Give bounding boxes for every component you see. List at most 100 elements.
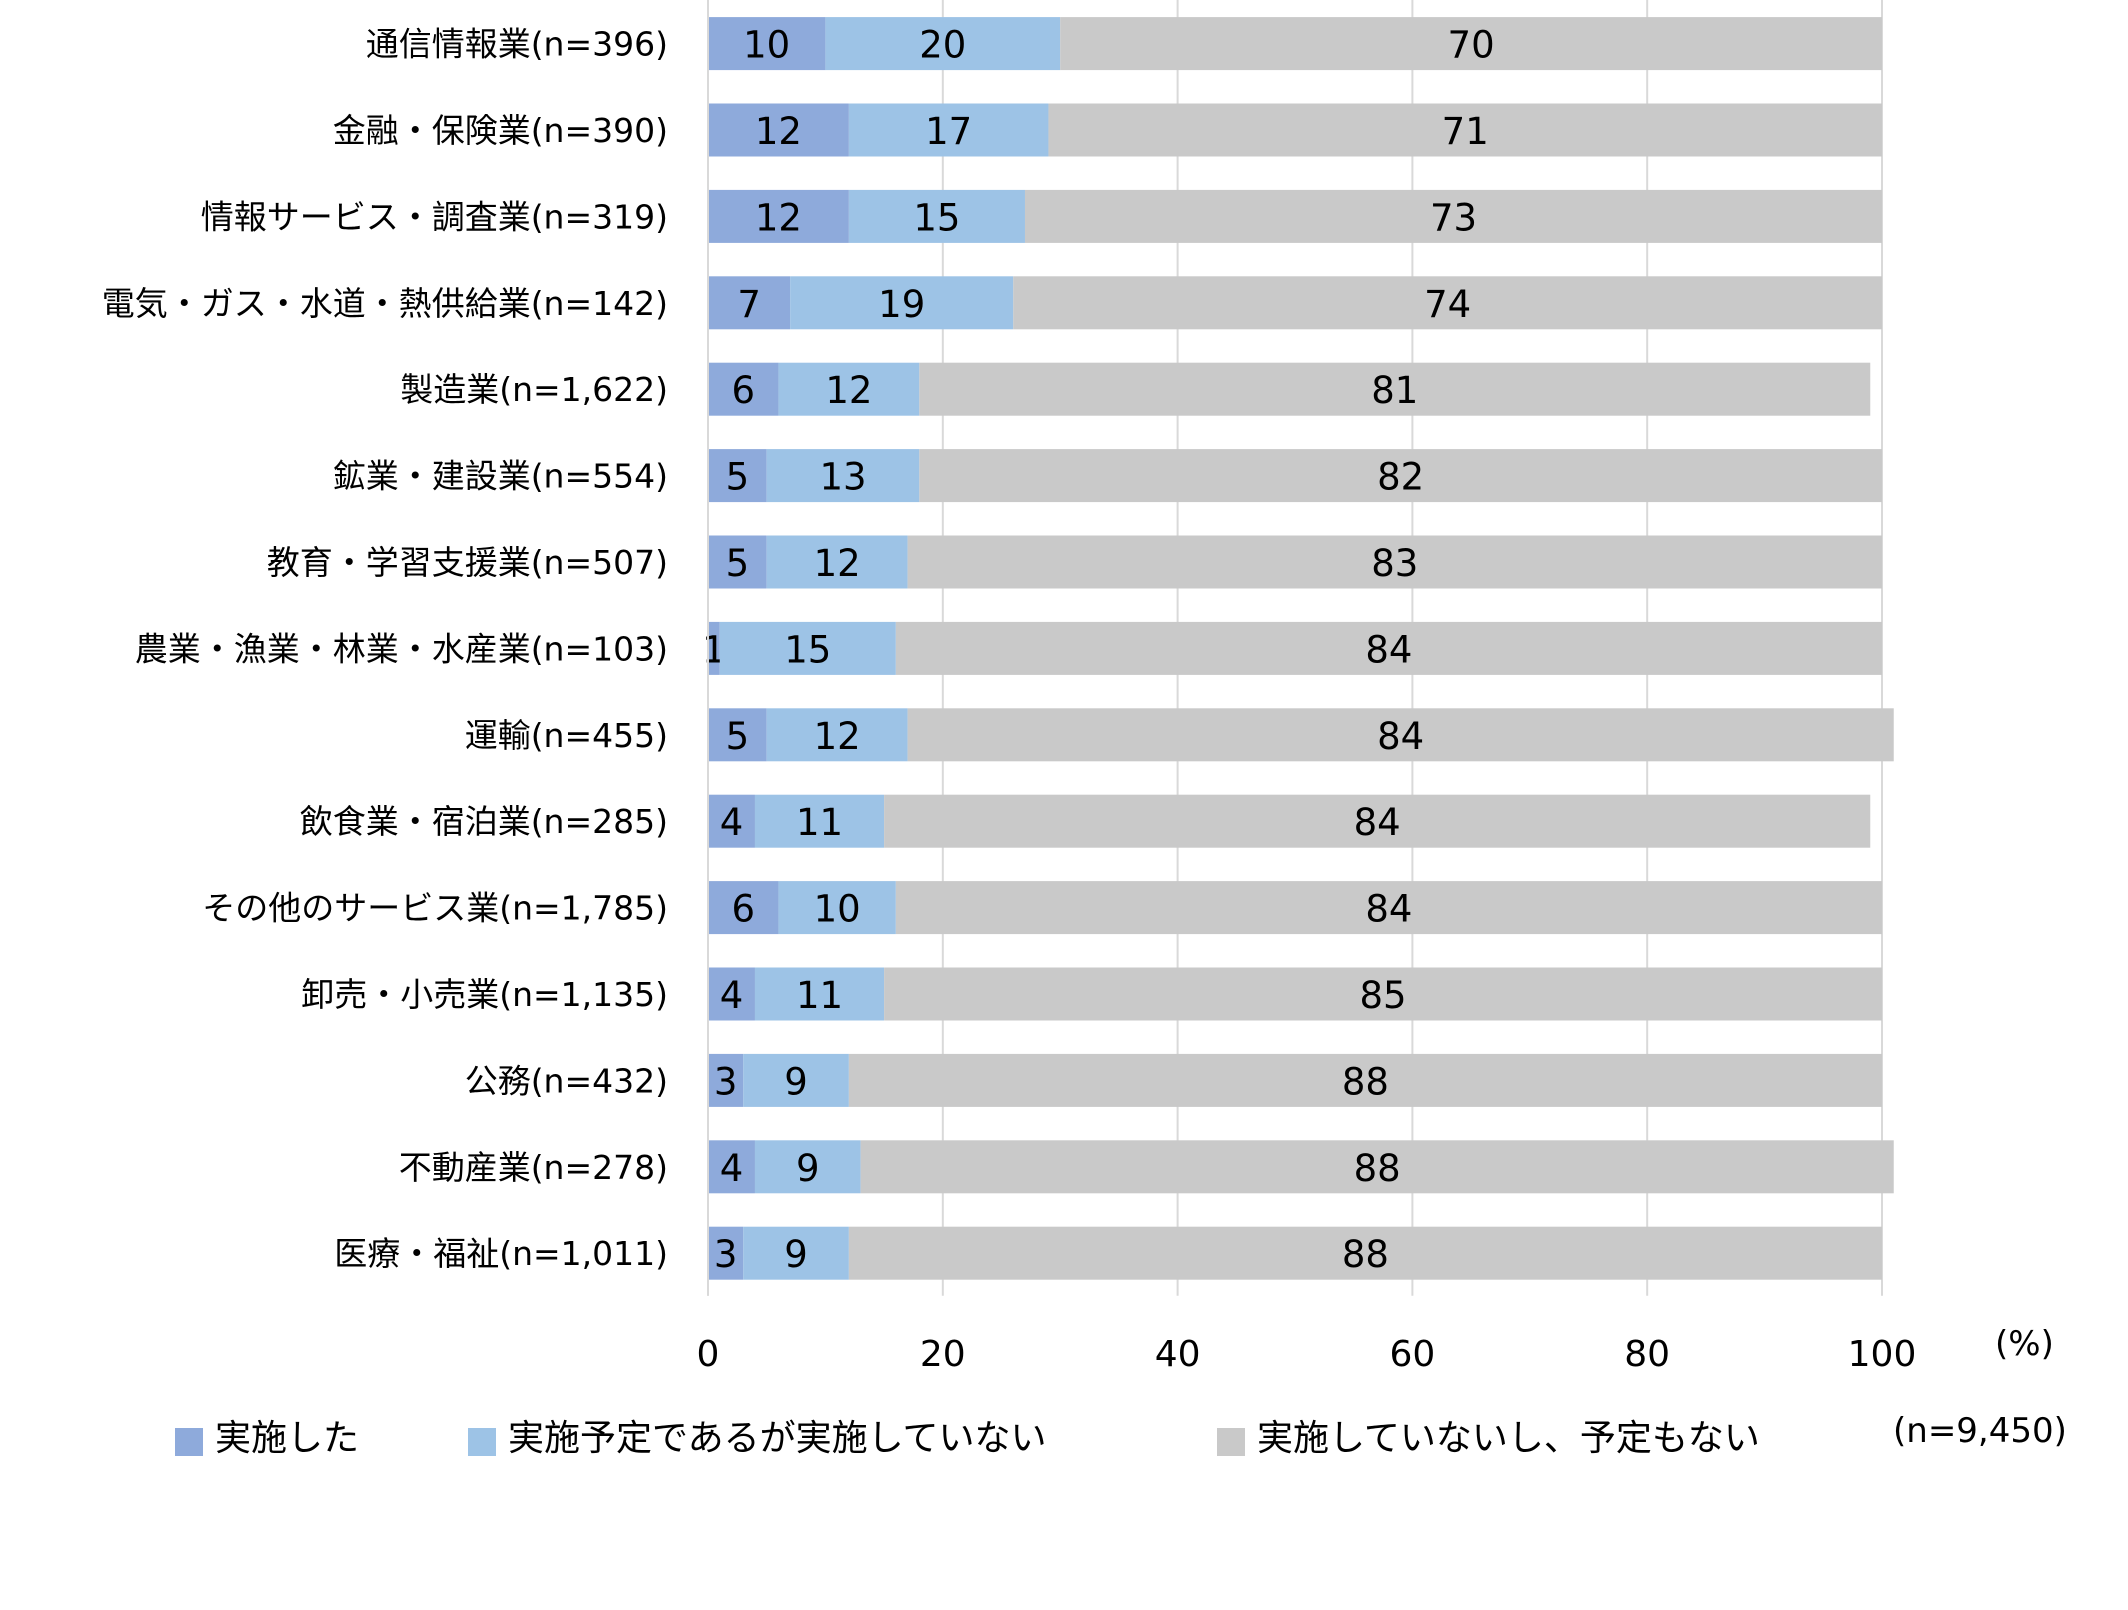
x-axis-unit: (%) <box>1995 1324 2054 1364</box>
data-label: 5 <box>726 715 750 758</box>
data-label: 12 <box>825 369 872 412</box>
data-label: 83 <box>1371 542 1418 585</box>
bar-segment <box>754 794 885 848</box>
bar-segment <box>708 621 720 675</box>
data-label: 11 <box>796 974 843 1017</box>
bar-segment <box>708 1053 744 1107</box>
data-label: 4 <box>720 974 744 1017</box>
category-label: 通信情報業(n=396) <box>366 25 668 64</box>
bar-segment <box>754 1140 861 1194</box>
data-label: 7 <box>737 283 761 326</box>
x-tick-label: 80 <box>1624 1334 1670 1375</box>
x-tick-label: 100 <box>1848 1334 1917 1375</box>
bar-segment <box>743 1226 849 1280</box>
data-label: 3 <box>714 1060 738 1103</box>
x-tick-label: 0 <box>697 1334 720 1375</box>
category-label: 公務(n=432) <box>465 1061 668 1100</box>
bar-segment <box>708 276 791 330</box>
bar-segment <box>1024 189 1882 243</box>
bar-segment <box>790 276 1014 330</box>
data-label: 82 <box>1377 456 1424 499</box>
bar-segment <box>754 967 885 1021</box>
x-tick-label: 20 <box>920 1334 966 1375</box>
bar-segment <box>708 794 755 848</box>
bar-segment <box>778 881 896 935</box>
legend-label: 実施していないし、予定もない <box>1257 1418 1760 1459</box>
data-label: 5 <box>726 542 750 585</box>
data-label: 71 <box>1442 110 1489 153</box>
legend-label: 実施した <box>215 1418 359 1459</box>
bar-segment <box>860 1140 1894 1194</box>
bar-segment <box>708 17 826 71</box>
bar-segment <box>708 189 849 243</box>
data-label: 9 <box>784 1233 808 1276</box>
data-label: 84 <box>1354 801 1401 844</box>
data-label: 4 <box>720 801 744 844</box>
bar-segment <box>719 621 896 675</box>
bar-segment <box>884 967 1882 1021</box>
data-label: 12 <box>814 542 861 585</box>
data-label: 9 <box>796 1147 820 1190</box>
bar-segment <box>708 103 849 157</box>
bar-segment <box>766 708 908 762</box>
data-label: 10 <box>743 24 790 67</box>
category-label: 飲食業・宿泊業(n=285) <box>300 802 668 841</box>
bar-segment <box>825 17 1061 71</box>
bar-segment <box>907 535 1882 589</box>
data-label: 20 <box>919 24 966 67</box>
data-label: 88 <box>1354 1147 1401 1190</box>
bar-segment <box>708 362 779 416</box>
data-label: 81 <box>1371 369 1418 412</box>
category-label: 鉱業・建設業(n=554) <box>333 457 668 496</box>
data-label: 84 <box>1377 715 1424 758</box>
legend-swatch <box>1217 1428 1245 1456</box>
data-label: 12 <box>755 110 802 153</box>
category-label: 不動産業(n=278) <box>399 1148 668 1187</box>
data-label: 13 <box>819 456 866 499</box>
data-label: 88 <box>1342 1060 1389 1103</box>
data-label: 74 <box>1424 283 1471 326</box>
bar-segment <box>907 708 1894 762</box>
data-label: 19 <box>878 283 925 326</box>
bar-segment <box>708 967 755 1021</box>
category-label: 金融・保険業(n=390) <box>333 111 668 150</box>
data-label: 6 <box>731 369 755 412</box>
data-label: 85 <box>1360 974 1407 1017</box>
bar-segment <box>919 362 1871 416</box>
bar-segment <box>848 1053 1882 1107</box>
data-label: 3 <box>714 1233 738 1276</box>
data-label: 15 <box>913 196 960 239</box>
bar-segment <box>778 362 920 416</box>
data-label: 10 <box>814 888 861 931</box>
data-label: 12 <box>814 715 861 758</box>
category-label: 情報サービス・調査業(n=319) <box>201 197 668 236</box>
bar-segment <box>1060 17 1882 71</box>
bar-segment <box>743 1053 849 1107</box>
category-label: 製造業(n=1,622) <box>400 370 668 409</box>
data-label: 84 <box>1365 888 1412 931</box>
bar-segment <box>848 103 1049 157</box>
data-label: 11 <box>796 801 843 844</box>
data-label: 9 <box>784 1060 808 1103</box>
category-label: 教育・学習支援業(n=507) <box>267 543 668 582</box>
data-label: 15 <box>784 628 831 671</box>
category-label: 医療・福祉(n=1,011) <box>334 1234 668 1273</box>
category-label: 卸売・小売業(n=1,135) <box>301 975 668 1014</box>
bar-segment <box>708 1140 755 1194</box>
bar-segment <box>919 449 1882 503</box>
bar-segment <box>895 621 1882 675</box>
bar-segment <box>708 535 767 589</box>
data-label: 73 <box>1430 196 1477 239</box>
legend-swatch <box>175 1428 203 1456</box>
data-label: 17 <box>925 110 972 153</box>
bar-segment <box>766 449 920 503</box>
bar-segment <box>895 881 1882 935</box>
data-label: 88 <box>1342 1233 1389 1276</box>
sample-size-note: (n=9,450) <box>1893 1411 2067 1451</box>
data-label: 4 <box>720 1147 744 1190</box>
legend-label: 実施予定であるが実施していない <box>508 1418 1047 1459</box>
category-label: 運輸(n=455) <box>465 716 668 755</box>
data-label: 12 <box>755 196 802 239</box>
bar-segment <box>1048 103 1882 157</box>
data-label: 70 <box>1448 24 1495 67</box>
